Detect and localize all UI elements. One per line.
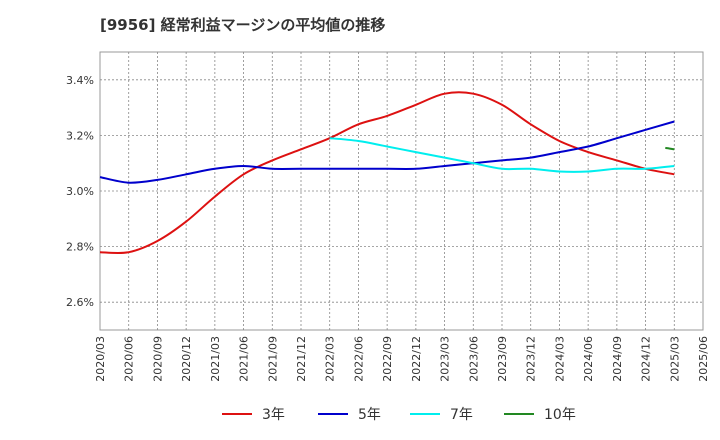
chart-title: [9956] 経常利益マージンの平均値の推移 [100, 16, 385, 34]
x-tick-label: 2023/09 [496, 336, 509, 382]
series-line-3 [329, 137, 675, 173]
x-tick-label: 2022/03 [324, 336, 337, 382]
x-tick-label: 2021/06 [238, 336, 251, 382]
x-tick-label: 2024/03 [553, 336, 566, 382]
y-axis: 2.6% 2.8% 3.0% 3.2% 3.4% [66, 74, 94, 309]
y-tick-label: 2.8% [66, 241, 94, 254]
y-tick-label: 3.4% [66, 74, 94, 87]
x-tick-label: 2024/06 [582, 336, 595, 382]
x-tick-label: 2020/03 [94, 336, 107, 382]
y-tick-label: 3.2% [66, 129, 94, 142]
x-tick-label: 2024/09 [611, 336, 624, 382]
x-tick-label: 2023/06 [467, 336, 480, 382]
x-tick-label: 2021/09 [266, 336, 279, 382]
legend-item-4[interactable]: 10年 [504, 407, 576, 423]
y-tick-label: 2.6% [66, 296, 94, 309]
legend-item-3[interactable]: 7年 [410, 407, 473, 423]
x-tick-label: 2023/03 [439, 336, 452, 382]
x-tick-label: 2022/12 [410, 336, 423, 382]
x-tick-label: 2024/12 [640, 336, 653, 382]
series-lines [99, 91, 675, 254]
y-tick-label: 3.0% [66, 185, 94, 198]
x-tick-label: 2022/06 [352, 336, 365, 382]
legend[interactable]: 3年 5年 7年 10年 [222, 407, 576, 423]
legend-label: 10年 [544, 407, 576, 423]
x-tick-label: 2023/12 [525, 336, 538, 382]
grid [100, 52, 703, 330]
x-tick-label: 2022/09 [381, 336, 394, 382]
x-tick-label: 2025/03 [668, 336, 681, 382]
legend-item-1[interactable]: 3年 [222, 407, 285, 423]
x-tick-label: 2020/12 [180, 336, 193, 382]
legend-label: 5年 [358, 407, 381, 423]
x-axis: 2020/03 2020/06 2020/09 2020/12 2021/03 2021/… [94, 336, 710, 382]
x-tick-label: 2021/03 [209, 336, 222, 382]
legend-item-2[interactable]: 5年 [318, 407, 381, 423]
x-tick-label: 2020/09 [151, 336, 164, 382]
x-tick-label: 2020/06 [123, 336, 136, 382]
series-line-2 [99, 120, 675, 184]
x-tick-label: 2025/06 [697, 336, 710, 382]
legend-label: 7年 [450, 407, 473, 423]
series-line-4 [665, 146, 675, 151]
x-tick-label: 2021/12 [295, 336, 308, 382]
legend-label: 3年 [262, 407, 285, 423]
